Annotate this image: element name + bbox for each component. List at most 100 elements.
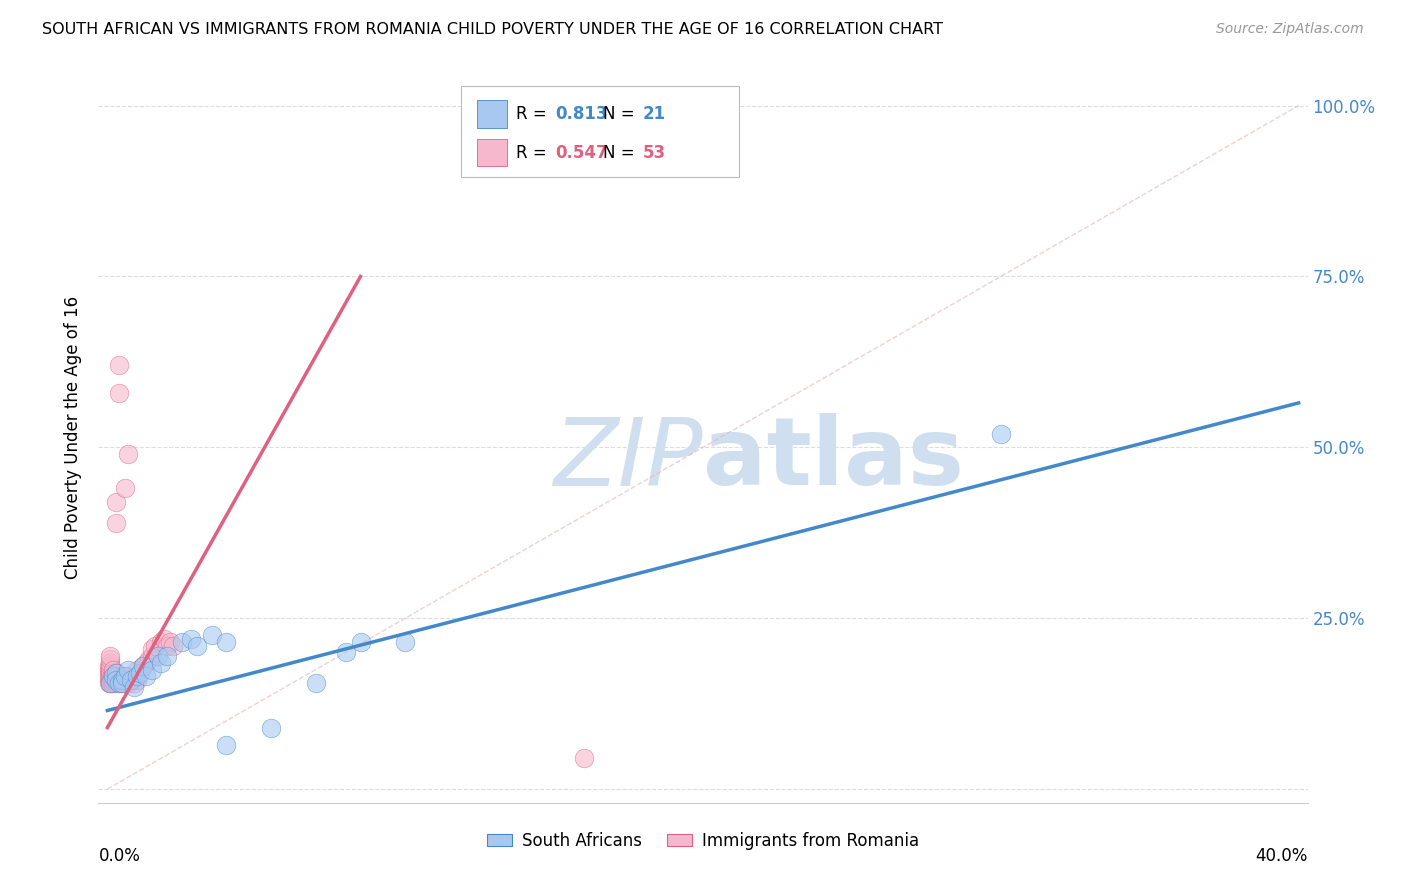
- FancyBboxPatch shape: [461, 86, 740, 178]
- Point: [146, 648, 169, 663]
- Point: [103, 673, 125, 687]
- Point: [108, 385, 131, 400]
- Point: [105, 516, 128, 530]
- Point: [153, 632, 176, 646]
- Point: [101, 676, 124, 690]
- Text: N =: N =: [603, 144, 640, 161]
- Point: [105, 673, 128, 687]
- Text: Source: ZipAtlas.com: Source: ZipAtlas.com: [1216, 22, 1364, 37]
- Point: [200, 628, 222, 642]
- Point: [143, 639, 166, 653]
- Point: [305, 676, 328, 690]
- Point: [103, 663, 125, 677]
- Point: [111, 669, 134, 683]
- Point: [114, 673, 136, 687]
- Text: 21: 21: [643, 104, 665, 123]
- Point: [127, 663, 149, 677]
- Point: [117, 663, 139, 677]
- Point: [141, 642, 163, 657]
- Text: SOUTH AFRICAN VS IMMIGRANTS FROM ROMANIA CHILD POVERTY UNDER THE AGE OF 16 CORRE: SOUTH AFRICAN VS IMMIGRANTS FROM ROMANIA…: [42, 22, 943, 37]
- Point: [170, 635, 193, 649]
- Text: 53: 53: [643, 144, 665, 161]
- Point: [120, 673, 142, 687]
- Y-axis label: Child Poverty Under the Age of 16: Child Poverty Under the Age of 16: [65, 295, 83, 579]
- Point: [97, 669, 120, 683]
- Point: [108, 676, 131, 690]
- Point: [103, 665, 125, 680]
- Point: [149, 656, 172, 670]
- Point: [105, 495, 128, 509]
- Point: [215, 635, 238, 649]
- Text: R =: R =: [516, 144, 551, 161]
- Point: [97, 673, 120, 687]
- Text: N =: N =: [603, 104, 640, 123]
- Point: [114, 669, 136, 683]
- Point: [97, 665, 120, 680]
- Point: [97, 659, 120, 673]
- Point: [215, 738, 238, 752]
- Point: [122, 680, 145, 694]
- Point: [98, 676, 121, 690]
- Point: [98, 652, 121, 666]
- Point: [135, 656, 157, 670]
- Point: [108, 359, 131, 373]
- Point: [127, 673, 149, 687]
- Point: [990, 426, 1012, 441]
- Point: [149, 635, 172, 649]
- Point: [98, 663, 121, 677]
- Point: [108, 673, 131, 687]
- Point: [103, 669, 125, 683]
- Point: [111, 676, 134, 690]
- Point: [105, 665, 128, 680]
- Point: [162, 639, 184, 653]
- Point: [180, 632, 202, 646]
- Point: [117, 676, 139, 690]
- Point: [156, 648, 179, 663]
- Point: [156, 639, 179, 653]
- Point: [260, 721, 283, 735]
- Point: [132, 659, 155, 673]
- Point: [114, 481, 136, 495]
- Point: [159, 635, 181, 649]
- Point: [101, 673, 124, 687]
- Point: [98, 648, 121, 663]
- Point: [98, 673, 121, 687]
- Text: atlas: atlas: [703, 413, 965, 505]
- Point: [122, 676, 145, 690]
- Point: [98, 665, 121, 680]
- Point: [141, 663, 163, 677]
- Point: [105, 669, 128, 683]
- Point: [111, 676, 134, 690]
- Point: [117, 447, 139, 461]
- Point: [141, 648, 163, 663]
- Point: [101, 669, 124, 683]
- Point: [127, 669, 149, 683]
- Point: [349, 635, 371, 649]
- Point: [132, 659, 155, 673]
- Point: [120, 673, 142, 687]
- Point: [117, 669, 139, 683]
- Bar: [477, 138, 508, 167]
- Point: [129, 665, 152, 680]
- Point: [114, 676, 136, 690]
- Text: 0.547: 0.547: [555, 144, 609, 161]
- Point: [108, 676, 131, 690]
- Point: [97, 663, 120, 677]
- Point: [98, 656, 121, 670]
- Point: [138, 652, 160, 666]
- Text: R =: R =: [516, 104, 551, 123]
- Text: ZIP: ZIP: [554, 414, 703, 505]
- Point: [103, 669, 125, 683]
- Point: [103, 676, 125, 690]
- Point: [186, 639, 208, 653]
- Text: 40.0%: 40.0%: [1256, 847, 1308, 864]
- Point: [394, 635, 416, 649]
- Bar: [477, 100, 508, 128]
- Point: [98, 676, 121, 690]
- Point: [335, 645, 357, 659]
- Point: [98, 669, 121, 683]
- Point: [135, 669, 157, 683]
- Point: [111, 673, 134, 687]
- Point: [105, 665, 128, 680]
- Point: [572, 751, 595, 765]
